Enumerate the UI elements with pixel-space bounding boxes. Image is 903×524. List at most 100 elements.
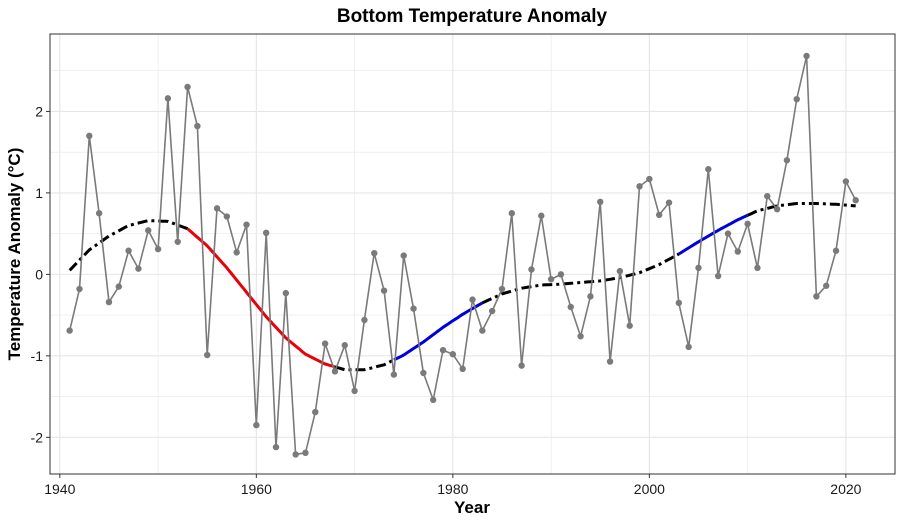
observed-point	[135, 265, 142, 272]
observed-point	[243, 221, 250, 228]
observed-point	[154, 245, 162, 253]
observed-point	[164, 95, 172, 102]
observed-point	[321, 340, 329, 347]
observed-point	[341, 342, 348, 349]
observed-point	[125, 247, 132, 254]
observed-point	[754, 264, 761, 272]
trend-segment-dashed	[481, 252, 680, 305]
observed-point	[665, 199, 673, 206]
observed-point	[282, 289, 290, 297]
observed-point	[479, 327, 486, 334]
observed-point	[705, 166, 712, 173]
observed-point	[832, 247, 840, 254]
observed-point	[410, 305, 417, 312]
observed-point	[764, 192, 771, 200]
observed-point	[626, 322, 633, 329]
plot-panel-border	[49, 33, 896, 475]
y-tick-label: 2	[35, 103, 43, 119]
observed-point	[292, 451, 299, 458]
observed-point	[184, 83, 191, 91]
x-tick-label: 2000	[634, 481, 665, 497]
observed-point	[204, 351, 211, 359]
observed-point	[66, 327, 73, 334]
observed-point	[793, 95, 800, 103]
chart-title: Bottom Temperature Anomaly	[337, 6, 608, 27]
observed-point	[174, 238, 181, 245]
observed-point	[95, 210, 103, 217]
observed-point	[803, 52, 810, 60]
observed-point	[115, 283, 122, 290]
observed-point	[773, 205, 781, 213]
observed-point	[518, 362, 525, 369]
observed-point	[675, 299, 683, 307]
observed-point	[577, 333, 584, 340]
x-axis-title: Year	[454, 498, 490, 517]
observed-point	[695, 264, 702, 272]
y-tick-label: 0	[35, 266, 43, 282]
x-tick-label: 1980	[437, 481, 468, 497]
grid	[50, 34, 895, 474]
observed-point	[361, 316, 368, 324]
observed-point	[76, 285, 83, 293]
observed-point	[439, 346, 447, 354]
trend-segment-solid	[186, 227, 336, 369]
observed-point	[105, 298, 113, 306]
observed-point	[86, 132, 93, 140]
trend-segment-dashed	[68, 219, 189, 272]
observed-point	[459, 365, 466, 373]
observed-point	[547, 276, 555, 283]
observed-point	[597, 198, 604, 206]
observed-point	[302, 449, 309, 457]
observed-point	[557, 271, 565, 278]
trend-segment-dashed	[746, 202, 856, 217]
trend-segment-solid	[678, 213, 749, 256]
trend-line	[68, 202, 856, 372]
observed-point	[813, 293, 820, 300]
y-tick-label: 1	[35, 185, 43, 201]
observed-point	[616, 267, 624, 275]
observed-point	[567, 303, 574, 311]
observed-point	[587, 293, 594, 300]
y-axis-title: Temperature Anomaly (°C)	[5, 148, 24, 361]
observed-point	[783, 157, 791, 164]
trend-segment-solid	[393, 301, 484, 362]
observed-point	[724, 230, 732, 237]
observed-point	[685, 343, 692, 351]
observed-point	[449, 351, 457, 358]
observed-line	[68, 55, 857, 456]
observed-point	[714, 272, 722, 280]
observed-point	[213, 205, 221, 212]
observed-point	[380, 287, 388, 294]
observed-point	[469, 296, 476, 303]
axis-ticks: 1940 1960 1980 2000 2020 -2 -1 0 1 2	[31, 103, 862, 497]
observed-point	[145, 227, 152, 234]
observed-point	[636, 183, 643, 190]
observed-series	[66, 52, 859, 458]
observed-point	[371, 249, 378, 257]
observed-point	[194, 122, 201, 130]
observed-point	[655, 211, 663, 219]
observed-point	[538, 212, 545, 219]
x-tick-label: 1940	[44, 481, 75, 497]
x-tick-label: 1960	[241, 481, 272, 497]
observed-point	[823, 282, 830, 289]
observed-point	[734, 248, 741, 255]
observed-point	[351, 387, 358, 395]
observed-point	[331, 368, 339, 375]
observed-point	[498, 285, 506, 293]
observed-point	[646, 175, 653, 183]
observed-point	[233, 249, 240, 256]
observed-point	[429, 396, 437, 404]
observed-point	[272, 443, 280, 451]
observed-point	[312, 408, 319, 416]
observed-point	[400, 252, 407, 259]
observed-point	[488, 307, 496, 315]
observed-point	[253, 421, 260, 429]
observed-point	[606, 358, 614, 365]
y-tick-label: -2	[31, 429, 44, 445]
observed-point	[842, 178, 850, 185]
observed-point	[744, 220, 751, 228]
observed-point	[852, 197, 859, 204]
observed-point	[390, 371, 398, 378]
